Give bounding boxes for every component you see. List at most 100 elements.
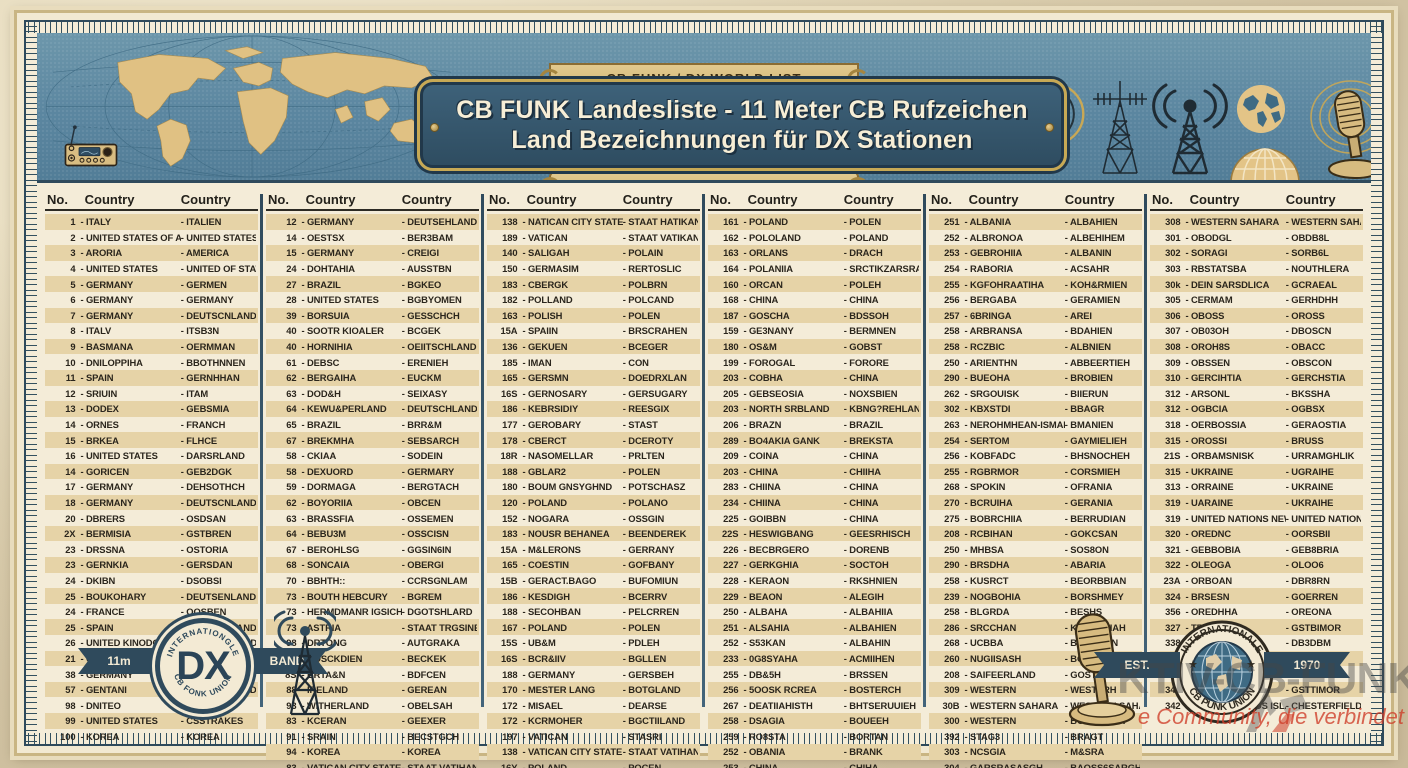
table-row[interactable]: 306 OBOSSOROSS [1150, 307, 1363, 324]
table-row[interactable]: 3 ARORIAAMERICA [45, 245, 258, 261]
table-row[interactable]: 251 ALBANIAALBAHIEN [929, 214, 1142, 230]
table-row[interactable]: 312 ARSONLBKSSHA [1150, 386, 1363, 402]
table-row[interactable]: 180 OS&MGOBST [708, 338, 921, 355]
table-row[interactable]: 186 KEBRSIDIYREESGIX [487, 401, 700, 417]
table-row[interactable]: 16S BCR&IIVBGLLEN [487, 650, 700, 667]
table-row[interactable]: 14 GORICENGEB2DGK [45, 463, 258, 480]
table-row[interactable]: 313 ORRAINEUKRAINE [1150, 479, 1363, 495]
table-row[interactable]: 188 GERMANYGERSBEH [487, 666, 700, 682]
table-row[interactable]: 227 GERKGHIASOCTOH [708, 557, 921, 573]
table-row[interactable]: 290 BRSDHAABARIA [929, 557, 1142, 573]
table-row[interactable]: 15S UB&MPDLEH [487, 635, 700, 651]
table-row[interactable]: 67 BREKMHASEBSARCH [266, 432, 479, 448]
table-row[interactable]: 257 6BRINGAAREI [929, 307, 1142, 324]
table-row[interactable]: 233 0G8SYAHAACMIIHEN [708, 650, 921, 667]
table-row[interactable]: 88 IRELANDGEREAN [266, 681, 479, 698]
table-row[interactable]: 262 SRGOUISKBIIERUN [929, 386, 1142, 402]
table-row[interactable]: 304 GARSRASASGHBAOSS6SARGH [929, 760, 1142, 768]
table-row[interactable]: 2X BERMISIAGSTBREN [45, 525, 258, 542]
table-row[interactable]: 356 OREDHHAOREONA [1150, 604, 1363, 620]
table-row[interactable]: 258 RCZBICALBNIEN [929, 338, 1142, 355]
table-row[interactable]: 20 DBRERSOSDSAN [45, 510, 258, 526]
table-row[interactable]: 256 KOBFADCBHSNOCHEH [929, 448, 1142, 464]
table-row[interactable]: 68 SONCAIAOBERGI [266, 557, 479, 573]
table-row[interactable]: 258 ARBRANSABDAHIEN [929, 323, 1142, 339]
table-row[interactable]: 256 BERGABAGERAMIEN [929, 292, 1142, 308]
table-row[interactable]: 267 DEATIIAHISTHBHTSERUUIEH [708, 697, 921, 713]
table-row[interactable]: 289 BO4AKIA GANKBREKSTA [708, 432, 921, 448]
table-row[interactable]: 73 ASTRIASTAAT TRGSINEN [266, 619, 479, 636]
table-row[interactable]: 303 RBSTATSBANOUTHLERA [1150, 261, 1363, 277]
table-row[interactable]: 25 BOUKOHARYDEUTSENLAND [45, 588, 258, 604]
table-row[interactable]: 73 HERMDMANR IGSICHDGOTSHLARD [266, 604, 479, 620]
table-row[interactable]: 209 COINACHINA [708, 448, 921, 464]
table-row[interactable]: 94 KOREAKOREA [266, 744, 479, 760]
table-row[interactable]: 234 CHIINACHINA [708, 494, 921, 511]
table-row[interactable]: 302 SORAGISORB6L [1150, 245, 1363, 261]
table-row[interactable]: 250 ALBAHAALBAHIIA [708, 604, 921, 620]
table-row[interactable]: 172 KCRMOHERBGCTIILAND [487, 713, 700, 729]
table-row[interactable]: 392 STAG3BRAGT [929, 729, 1142, 745]
table-row[interactable]: 167 POLANDPOLEN [487, 619, 700, 636]
table-row[interactable]: 165 GERSMNDOEDRXLAN [487, 369, 700, 386]
table-row[interactable]: 186 KESDIGHBCERRV [487, 588, 700, 604]
table-row[interactable]: 188 GBLAR2POLEN [487, 463, 700, 480]
table-row[interactable]: 64 KEWU&PERLANDDEUTSCHLAND [266, 401, 479, 417]
table-row[interactable]: 14 OESTSXBER3BAM [266, 230, 479, 246]
table-row[interactable]: 70 BBHTH::CCRSGNLAM [266, 573, 479, 589]
table-row[interactable]: 253 GEBROHIIAALBANIN [929, 245, 1142, 261]
table-row[interactable]: 305 CERMAMGERHDHH [1150, 292, 1363, 308]
table-row[interactable]: 208 RCBIHANGOKCSAN [929, 525, 1142, 542]
table-row[interactable]: 99 UNITED STATESCSSTRAKES [45, 713, 258, 729]
table-row[interactable]: 239 NOGBOHIABORSHMEY [929, 588, 1142, 604]
table-row[interactable]: 138 VATICAN CITY STATESTAAT VATIHANSTADT [487, 744, 700, 760]
table-row[interactable]: 140 SALIGAHPOLAIN [487, 245, 700, 261]
table-row[interactable]: 23A ORBOANDBR8RN [1150, 573, 1363, 589]
table-row[interactable]: 322 OLEOGAOLOO6 [1150, 557, 1363, 573]
table-row[interactable]: 259 RO8STABORTAN [708, 729, 921, 745]
table-row[interactable]: 59 DORMAGABERGTACH [266, 479, 479, 495]
table-row[interactable]: 9 BASMANAOERMMAN [45, 338, 258, 355]
table-row[interactable]: 28 UNITED STATESBGBYOMEN [266, 292, 479, 308]
table-row[interactable]: 2 UNITED STATES OF AMERICAUNITED STATES O… [45, 230, 258, 246]
table-row[interactable]: 318 OERBOSSIAGERAOSTIA [1150, 417, 1363, 433]
table-row[interactable]: 7 GERMANYDEUTSCNLAND [45, 307, 258, 324]
table-row[interactable]: 160 ORCANPOLEH [708, 276, 921, 292]
table-row[interactable]: 172 MISAELDEARSE [487, 697, 700, 713]
table-row[interactable]: 67 BEROHLSGGGSIN6IN [266, 541, 479, 557]
table-row[interactable]: 138 NATICAN CITY STATESTAAT HATIKANSTADT [487, 214, 700, 230]
table-row[interactable]: 163 ORLANSDRACH [708, 245, 921, 261]
table-row[interactable]: 73 BOUTH HEBCURYBGREM [266, 588, 479, 604]
table-row[interactable]: 308 OROH8SOBACC [1150, 338, 1363, 355]
table-row[interactable]: 17 GERMANYDEHSOTHCH [45, 479, 258, 495]
table-row[interactable]: 252 ALBRONOAALBEHIHEM [929, 230, 1142, 246]
table-row[interactable]: 228 KERAONRKSHNIEN [708, 573, 921, 589]
table-row[interactable]: 310 GERCIHTIAGERCHSTIA [1150, 369, 1363, 386]
table-row[interactable]: 8 ITALVITSB3N [45, 323, 258, 339]
table-row[interactable]: 229 BEAONALEGIH [708, 588, 921, 604]
table-row[interactable]: 22S HESWIGBANGGEESRHISCH [708, 525, 921, 542]
table-row[interactable]: 258 KUSRCTBEORBBIAN [929, 573, 1142, 589]
table-row[interactable]: 185 IMANCON [487, 354, 700, 370]
table-row[interactable]: 182 POLLANDPOLCAND [487, 292, 700, 308]
table-row[interactable]: 63 DOD&HSEIXASY [266, 386, 479, 402]
table-row[interactable]: 8S BRTA&NBDFCEN [266, 666, 479, 682]
table-row[interactable]: 15 GERMANYCREIGI [266, 245, 479, 261]
table-row[interactable]: 275 BOBRCHIIABERRUDIAN [929, 510, 1142, 526]
table-row[interactable]: 162 POLOLANDPOLAND [708, 230, 921, 246]
table-row[interactable]: 12 SRIUINITAM [45, 386, 258, 402]
table-row[interactable]: 315 UKRAINEUGRAIHE [1150, 463, 1363, 480]
table-row[interactable]: 165 COESTINGOFBANY [487, 557, 700, 573]
table-row[interactable]: 170 MESTER LANGBOTGLAND [487, 681, 700, 698]
table-row[interactable]: 64 BEBU3MOSSCISN [266, 525, 479, 542]
table-row[interactable]: 320 OREDNCOORSBII [1150, 525, 1363, 542]
table-row[interactable]: 258 DSAGIABOUEEH [708, 713, 921, 729]
table-row[interactable]: 203 NORTH SRBLANDKBNG?REHLAND [708, 401, 921, 417]
table-row[interactable]: 225 GOIBBNCHINA [708, 510, 921, 526]
table-row[interactable]: 168 CHINACHINA [708, 292, 921, 308]
table-row[interactable]: 188 SECOHBANPELCRREN [487, 604, 700, 620]
table-row[interactable]: 308 WESTERN SAHARAWESTERN SAHARA [1150, 214, 1363, 230]
table-row[interactable]: 18R NASOMELLARPRLTEN [487, 448, 700, 464]
table-row[interactable]: 302 KBXSTDIBBAGR [929, 401, 1142, 417]
table-row[interactable]: 268 SPOKINOFRANIA [929, 479, 1142, 495]
